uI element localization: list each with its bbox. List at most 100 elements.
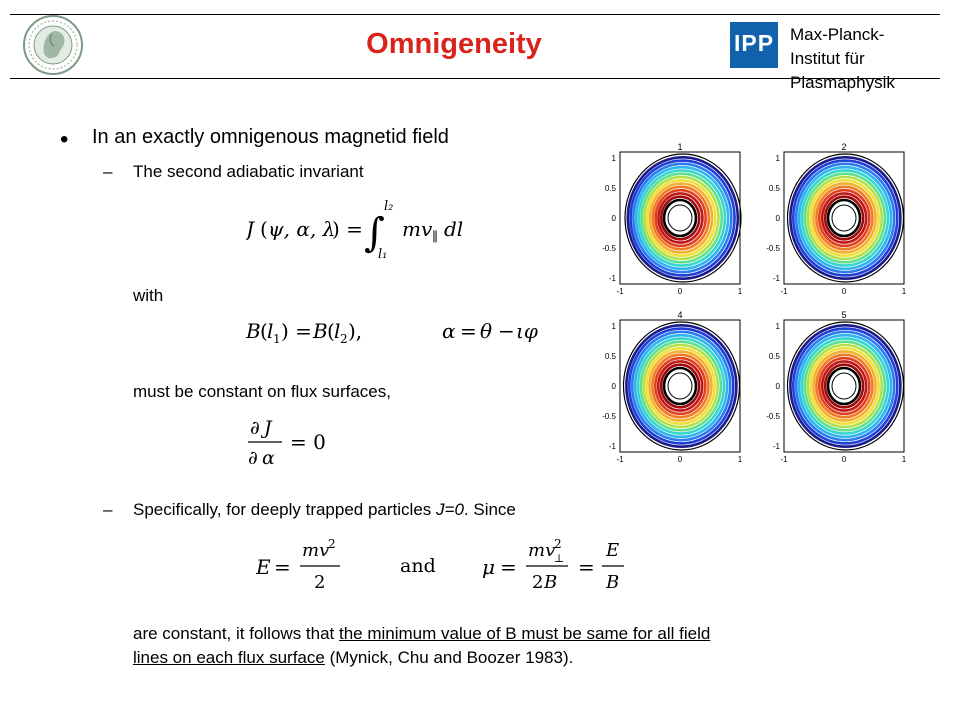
contour-panel: 2 1 0.5 0 -0.5 -1 -1 0 1 — [766, 142, 907, 296]
x-tick-label: 0 — [678, 455, 683, 464]
x-tick-label: -1 — [780, 455, 788, 464]
svg-text:2: 2 — [554, 537, 562, 551]
svg-text:∫: ∫ — [364, 210, 385, 256]
y-tick-label: -1 — [609, 442, 617, 451]
since-text: . Since — [463, 500, 516, 519]
svg-text:=: = — [274, 555, 291, 579]
svg-text:B: B — [246, 319, 261, 343]
bullet-text: In an exactly omnigenous magnetid field — [92, 126, 449, 148]
x-tick-label: -1 — [616, 455, 624, 464]
svg-text:(: ( — [260, 319, 268, 343]
svg-text:dl: dl — [444, 217, 463, 241]
y-tick-label: 0 — [612, 214, 617, 223]
svg-text:α: α — [262, 447, 275, 469]
y-tick-label: -1 — [609, 274, 617, 283]
svg-text:⊥: ⊥ — [554, 552, 564, 565]
sub-bullet-invariant: The second adiabatic invariant — [133, 162, 364, 181]
citation: (Mynick, Chu and Boozer 1983). — [324, 648, 574, 667]
institute-name: Max-Planck- Institut für Plasmaphysik — [790, 23, 895, 95]
panel-title: 5 — [841, 310, 846, 320]
y-tick-label: 0.5 — [769, 352, 781, 361]
equation-dj-dalpha: ∂ J ∂ α = 0 — [248, 417, 326, 469]
svg-text:∂: ∂ — [248, 447, 258, 469]
y-tick-label: 0 — [776, 214, 781, 223]
dash-marker: – — [103, 162, 113, 181]
panel-title: 1 — [677, 142, 682, 152]
svg-text:μ: μ — [482, 555, 495, 579]
dash-marker: – — [103, 500, 113, 519]
ipp-logo-text: IPP — [734, 30, 775, 56]
svg-text:(: ( — [327, 319, 335, 343]
equation-energy-mu: E = mv 2 2 and μ = mv 2 ⊥ 2 B = E B — [256, 537, 624, 593]
y-tick-label: 1 — [612, 322, 617, 331]
svg-text:mv: mv — [302, 540, 329, 561]
svg-text:2: 2 — [314, 572, 325, 593]
svg-text:(: ( — [260, 217, 268, 241]
y-tick-label: 1 — [612, 154, 617, 163]
y-tick-label: 0.5 — [605, 352, 617, 361]
are-constant-text: are constant, it follows that — [133, 624, 339, 643]
svg-text:and: and — [400, 555, 436, 577]
svg-text:ιφ: ιφ — [516, 319, 538, 343]
svg-text:2: 2 — [532, 572, 543, 593]
svg-text:mv: mv — [528, 540, 555, 561]
equation-adiabatic-invariant: J ( ψ, α, λ ) = ∫ l₂ l₁ mv ∥ dl — [246, 199, 463, 262]
svg-text:=: = — [500, 555, 517, 579]
svg-text:l₁: l₁ — [378, 247, 387, 262]
y-tick-label: 1 — [776, 322, 781, 331]
svg-text:1: 1 — [273, 332, 281, 346]
svg-text:B: B — [543, 572, 557, 593]
x-tick-label: 0 — [842, 455, 847, 464]
svg-text:2: 2 — [340, 332, 348, 346]
header-rule-top — [10, 14, 940, 15]
y-tick-label: -0.5 — [766, 244, 780, 253]
flux-surface-statement: lines on each flux surface — [133, 648, 325, 667]
svg-text:J: J — [260, 417, 273, 439]
panel-title: 4 — [677, 310, 682, 320]
contour-panel: 5 1 0.5 0 -0.5 -1 -1 0 1 — [766, 310, 907, 464]
svg-text:2: 2 — [328, 537, 336, 551]
svg-text:l: l — [267, 319, 273, 343]
are-constant-line: are constant, it follows that the minimu… — [133, 624, 710, 644]
svg-text:= 0: = 0 — [290, 430, 326, 454]
y-tick-label: 0.5 — [605, 184, 617, 193]
svg-text:α: α — [442, 319, 456, 343]
svg-text:),: ), — [348, 319, 362, 343]
ipp-logo: IPP — [730, 22, 778, 68]
y-tick-label: 0.5 — [769, 184, 781, 193]
svg-text:) =: ) = — [281, 319, 312, 343]
svg-text:−: − — [498, 319, 515, 343]
x-tick-label: 1 — [738, 287, 743, 296]
svg-text:l₂: l₂ — [384, 199, 393, 214]
j-equals-zero: J=0 — [436, 500, 464, 519]
svg-text:∥: ∥ — [432, 230, 438, 245]
header-rule-bottom — [10, 78, 940, 79]
y-tick-label: -0.5 — [602, 244, 616, 253]
svg-text:mv: mv — [402, 217, 433, 241]
equation-bounce-points: B ( l 1 ) = B ( l 2 ), α = θ − ιφ — [246, 319, 538, 346]
y-tick-label: 0 — [612, 382, 617, 391]
contour-panel: 4 1 0.5 0 -0.5 -1 -1 0 1 — [602, 310, 743, 464]
svg-text:B: B — [312, 319, 328, 343]
flux-surface-line: lines on each flux surface (Mynick, Chu … — [133, 648, 573, 668]
x-tick-label: 1 — [738, 455, 743, 464]
svg-text:E: E — [605, 540, 619, 561]
y-tick-label: -1 — [773, 274, 781, 283]
must-be-constant-text: must be constant on flux surfaces, — [133, 382, 391, 401]
contour-panel: 1 1 0.5 0 -0.5 -1 -1 0 1 — [602, 142, 743, 296]
deeply-trapped-text: Specifically, for deeply trapped particl… — [133, 500, 437, 519]
svg-text:J: J — [246, 217, 255, 241]
x-tick-label: -1 — [616, 287, 624, 296]
institute-line-1: Max-Planck- — [790, 25, 885, 44]
svg-text:l: l — [334, 319, 340, 343]
institute-line-3: Plasmaphysik — [790, 73, 895, 92]
x-tick-label: 0 — [678, 287, 683, 296]
svg-text:∂: ∂ — [250, 417, 260, 439]
sub-bullet-deeply-trapped: Specifically, for deeply trapped particl… — [133, 500, 516, 520]
y-tick-label: -1 — [773, 442, 781, 451]
svg-text:=: = — [460, 319, 477, 343]
with-label: with — [133, 286, 164, 305]
svg-text:=: = — [578, 555, 595, 579]
y-tick-label: -0.5 — [766, 412, 780, 421]
svg-text:ψ, α, λ: ψ, α, λ — [268, 217, 335, 241]
